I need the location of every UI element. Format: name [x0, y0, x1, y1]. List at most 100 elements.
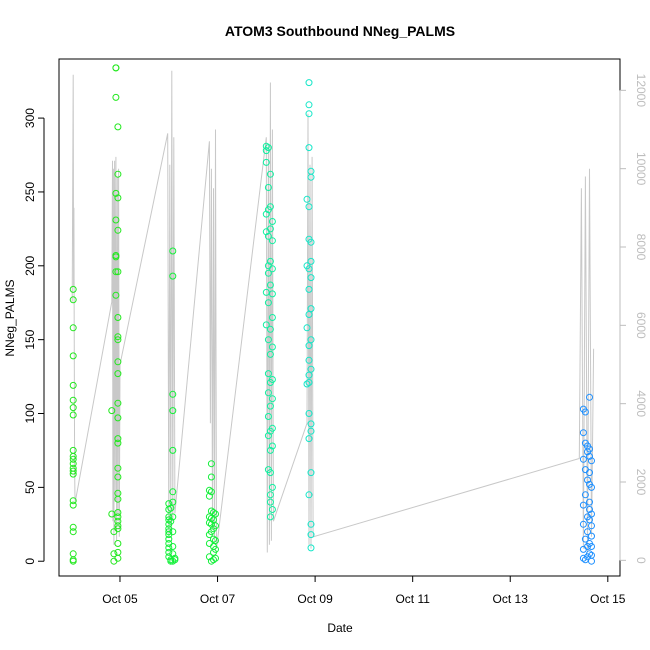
data-point	[305, 144, 313, 152]
data-point	[303, 195, 311, 203]
data-point	[210, 535, 217, 543]
data-point	[165, 528, 173, 536]
data-point	[112, 216, 120, 224]
data-point	[581, 408, 589, 416]
data-point	[114, 314, 122, 321]
data-point	[581, 535, 589, 543]
data-point	[165, 513, 173, 521]
data-point	[165, 548, 173, 556]
data-point	[169, 272, 177, 280]
x-axis-label: Date	[327, 621, 353, 635]
data-point	[210, 516, 217, 524]
data-point	[69, 497, 77, 505]
data-point	[169, 550, 177, 558]
data-point	[69, 324, 77, 332]
data-point	[268, 265, 276, 273]
data-point	[307, 531, 315, 539]
data-point	[586, 469, 593, 477]
y-tick-label: 50	[23, 480, 37, 494]
data-point	[112, 268, 120, 276]
data-point	[581, 491, 589, 499]
data-point	[307, 274, 315, 282]
data-point	[169, 247, 177, 255]
data-point	[268, 290, 276, 298]
data-point	[266, 402, 274, 410]
data-point	[207, 488, 215, 496]
data-point	[268, 343, 276, 351]
data-point	[165, 506, 173, 513]
chart-title: ATOM3 Southbound NNeg_PALMS	[225, 23, 455, 39]
data-point	[264, 432, 272, 440]
data-point	[305, 101, 313, 109]
x-tick-label: Oct 07	[200, 592, 236, 606]
x-tick-label: Oct 13	[493, 592, 529, 606]
data-point	[165, 544, 173, 552]
data-point	[69, 296, 77, 304]
data-point	[307, 469, 315, 477]
data-point	[586, 506, 593, 513]
x-tick-label: Oct 15	[590, 592, 626, 606]
data-point	[268, 237, 276, 245]
data-point	[69, 285, 77, 293]
points-layer	[69, 64, 595, 565]
y-tick-label: 0	[23, 558, 37, 565]
data-point	[305, 371, 313, 379]
data-point	[268, 483, 276, 491]
data-point	[307, 305, 315, 313]
data-point	[586, 393, 593, 401]
data-point	[307, 544, 315, 552]
data-point	[210, 509, 217, 516]
y2-tick-label: 2000	[634, 469, 648, 496]
data-point	[169, 488, 177, 496]
data-point	[307, 520, 315, 528]
data-point	[212, 522, 219, 530]
data-point	[307, 336, 315, 344]
data-point	[112, 93, 120, 101]
data-point	[114, 495, 122, 503]
data-point	[114, 370, 122, 378]
data-point	[307, 238, 315, 246]
data-point	[69, 352, 77, 360]
data-point	[266, 491, 274, 499]
data-point	[264, 144, 272, 152]
data-point	[114, 464, 122, 472]
data-point	[588, 522, 595, 530]
data-point	[205, 492, 213, 500]
data-point	[69, 501, 77, 509]
data-point	[207, 520, 215, 528]
data-point	[586, 445, 593, 453]
data-point	[588, 557, 595, 565]
y2-series-line	[71, 70, 595, 553]
data-point	[114, 513, 122, 521]
y2-tick-label: 8000	[634, 234, 648, 261]
data-point	[264, 336, 272, 344]
data-point	[212, 545, 219, 553]
data-point	[114, 194, 122, 202]
data-point	[212, 554, 219, 562]
data-point	[266, 446, 274, 454]
data-point	[69, 446, 77, 454]
data-point	[588, 543, 595, 550]
data-point	[69, 452, 77, 460]
data-point	[114, 439, 122, 447]
data-point	[266, 498, 274, 506]
data-point	[266, 257, 274, 265]
data-point	[305, 342, 313, 350]
data-point	[207, 460, 215, 468]
y2-tick-label: 0	[634, 557, 648, 564]
data-point	[305, 110, 313, 118]
data-point	[169, 528, 177, 536]
data-point	[114, 473, 122, 481]
plot-frame	[58, 58, 621, 577]
y2-tick-label: 4000	[634, 390, 648, 417]
data-point	[264, 232, 272, 240]
data-point	[579, 429, 587, 437]
data-point	[165, 535, 173, 543]
data-point	[264, 413, 272, 420]
y-tick-label: 150	[23, 329, 37, 349]
data-point	[266, 469, 274, 477]
data-point	[264, 389, 272, 397]
data-point	[266, 325, 274, 333]
data-point	[169, 446, 177, 454]
data-point	[305, 379, 313, 386]
